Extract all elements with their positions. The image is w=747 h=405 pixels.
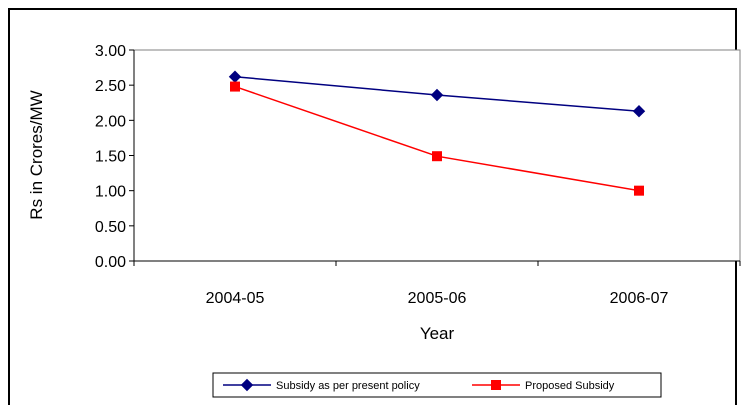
data-point [634,185,644,196]
legend-marker [240,378,254,392]
x-tick-label: 2005-06 [408,290,467,307]
data-point [432,151,442,162]
legend-entry: Subsidy as per present policy [223,378,420,392]
y-tick-label: 1.50 [95,149,126,166]
x-axis-title: Year [420,324,455,343]
legend-box [212,372,662,398]
data-point [230,81,240,92]
y-tick-label: 2.50 [95,78,126,95]
y-tick-label: 0.50 [95,219,126,236]
x-tick-label: 2004-05 [206,290,265,307]
series-1 [228,70,646,118]
data-point [430,88,444,102]
x-tick-label: 2006-07 [610,290,669,307]
legend-label: Subsidy as per present policy [276,380,420,392]
y-tick-label: 3.00 [95,43,126,60]
series-layer [228,70,646,196]
legend: Subsidy as per present policy Proposed Su… [212,372,662,398]
y-tick-label: 1.00 [95,184,126,201]
legend-entry: Proposed Subsidy [472,380,615,392]
x-axis: 2004-05 2005-06 2006-07 [133,260,741,307]
legend-marker [491,380,501,390]
series-2 [230,81,644,196]
data-point [632,104,646,118]
y-axis-title: Rs in Crores/MW [27,90,46,219]
y-tick-label: 2.00 [95,113,126,130]
y-tick-label: 0.00 [95,254,126,271]
y-axis: 0.00 0.50 1.00 1.50 2.00 2.50 3.00 [95,43,135,271]
legend-label: Proposed Subsidy [525,380,615,392]
